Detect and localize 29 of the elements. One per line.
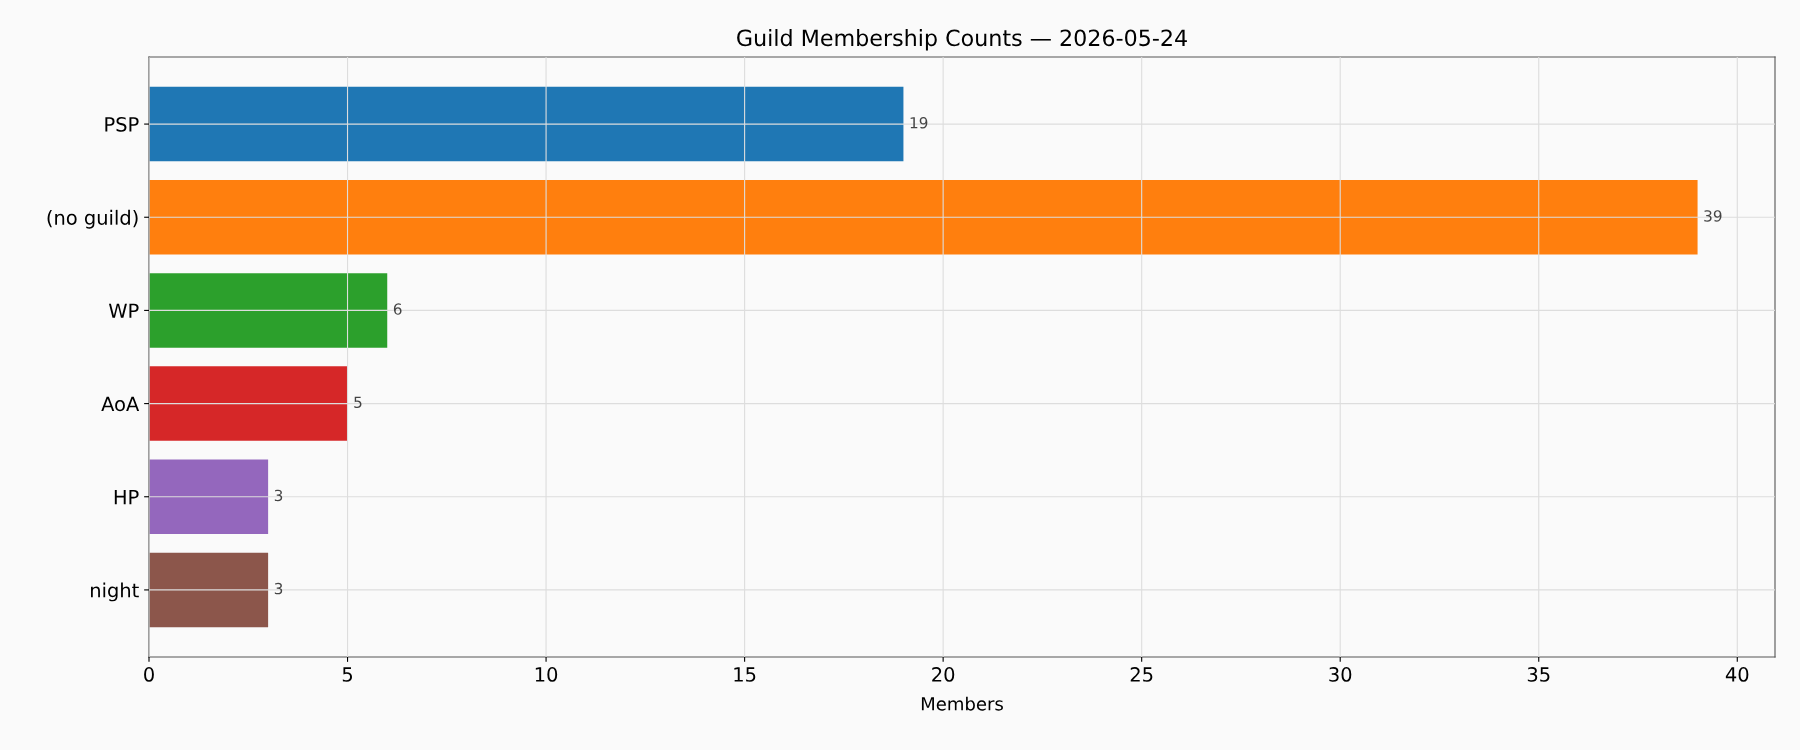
data-label: 6: [393, 303, 402, 315]
data-label: 3: [274, 489, 283, 502]
x-tick-label: 35: [1527, 667, 1550, 682]
chart-title: Guild Membership Counts — 2026-05-24: [737, 29, 1187, 51]
x-tick-label: 40: [1725, 667, 1749, 682]
bar: [149, 366, 348, 441]
x-tick-label: 25: [1130, 667, 1153, 682]
y-tick-label: PSP: [105, 117, 139, 132]
x-tick-label: 15: [734, 667, 756, 682]
data-label: 39: [1704, 210, 1722, 222]
bar: [149, 273, 388, 348]
bar: [149, 459, 269, 535]
x-tick-label: 0: [144, 667, 154, 682]
x-tick-label: 30: [1329, 667, 1352, 682]
x-tick-label: 20: [932, 667, 955, 682]
bar: [149, 179, 1698, 255]
bar: [149, 86, 904, 162]
data-label: 19: [910, 116, 928, 129]
y-tick-label: night: [91, 582, 139, 602]
bar: [149, 552, 269, 628]
y-tick-label: AoA: [101, 396, 140, 412]
x-tick-label: 5: [342, 667, 353, 682]
y-tick-label: HP: [114, 489, 139, 505]
y-tick-label: WP: [108, 303, 139, 318]
x-tick-label: 10: [535, 667, 558, 682]
data-label: 3: [274, 582, 283, 595]
y-tick-label: (no guild): [47, 209, 138, 229]
data-label: 5: [354, 396, 362, 409]
x-axis-title: Members: [921, 696, 1003, 711]
